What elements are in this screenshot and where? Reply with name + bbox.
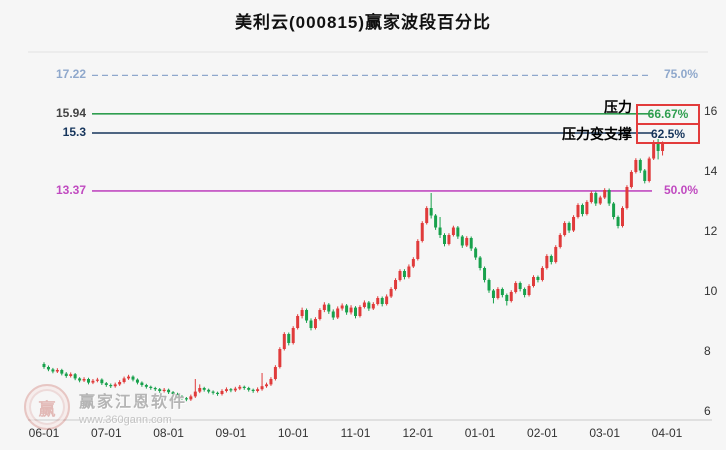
pressure-label: 压力	[604, 99, 632, 115]
y-axis-tick: 14	[704, 164, 718, 178]
y-axis-tick: 6	[704, 404, 711, 418]
page-title: 美利云(000815)赢家波段百分比	[234, 13, 492, 32]
x-axis-tick: 02-01	[527, 426, 558, 440]
y-axis-tick: 8	[704, 344, 711, 358]
x-axis-tick: 04-01	[651, 426, 683, 440]
y-axis-tick: 10	[704, 284, 718, 298]
pressure-becomes-support-label: 压力变支撑	[562, 126, 632, 142]
watermark-brand: 赢家江恩软件	[79, 394, 188, 411]
x-axis-tick: 12-01	[402, 426, 434, 440]
watermark-url: www.360gann.com	[79, 414, 172, 426]
x-axis-tick: 03-01	[589, 426, 621, 440]
y-axis-tick: 12	[704, 224, 718, 238]
level-percent-6667-box: 66.67%	[636, 103, 700, 125]
level-price-625pct: 15.3	[62, 125, 86, 139]
x-axis-tick: 08-01	[153, 426, 184, 440]
x-axis-tick: 10-01	[277, 426, 309, 440]
level-percent-625: 62.5%	[650, 126, 686, 141]
watermark-texts: 赢家江恩软件 www.360gann.com	[79, 388, 187, 426]
level-price-50pct: 13.37	[55, 182, 86, 197]
x-axis-tick: 11-01	[340, 426, 371, 440]
brand-logo-icon: 赢	[24, 384, 70, 430]
y-axis: 16 14 12 10 8 6	[704, 0, 726, 450]
x-axis-tick: 07-01	[90, 426, 122, 440]
level-percent-6667: 66.67%	[647, 107, 689, 122]
level-percent-625-box: 62.5%	[636, 123, 700, 144]
brand-logo-char: 赢	[38, 399, 56, 419]
level-price-75pct: 17.22	[55, 67, 86, 82]
level-price-6667pct: 15.94	[55, 105, 86, 120]
y-axis-tick: 16	[704, 104, 718, 118]
level-percent-75: 75.0%	[663, 67, 698, 82]
x-axis-tick: 09-01	[215, 426, 247, 440]
x-axis-tick: 01-01	[464, 426, 496, 440]
watermark: 赢 赢家江恩软件 www.360gann.com	[24, 384, 187, 430]
level-percent-50: 50.0%	[663, 182, 698, 197]
